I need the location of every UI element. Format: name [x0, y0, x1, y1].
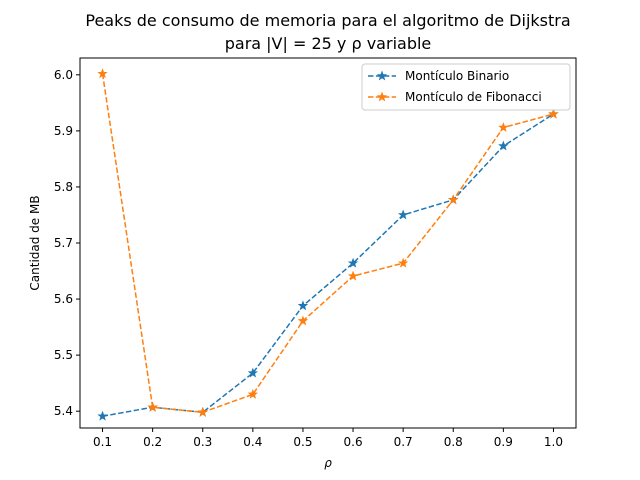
legend-box [361, 63, 571, 111]
series-2-point [548, 108, 559, 119]
legend-label-1: Montículo Binario [405, 69, 509, 83]
y-tick-label: 5.4 [54, 404, 73, 418]
series-layer [97, 68, 559, 421]
x-tick-label: 0.9 [494, 435, 513, 449]
chart-title-line-2: para |V| = 25 y ρ variable [225, 34, 432, 53]
series-2-point [498, 122, 509, 132]
x-tick-label: 0.7 [394, 435, 413, 449]
plot-area [79, 57, 577, 429]
series-2-point [197, 406, 208, 417]
legend: Montículo Binario Montículo de Fibonacci [361, 63, 571, 111]
y-tick-label: 6.0 [54, 68, 73, 82]
chart-title-line-1: Peaks de consumo de memoria para el algo… [85, 11, 570, 30]
legend-marker-2 [376, 91, 388, 102]
series-1-point [347, 257, 359, 268]
series-2-point [247, 388, 259, 399]
series-2-point [448, 194, 459, 205]
series-line-1 [102, 113, 554, 417]
y-axis-ticks: 5.4 5.5 5.6 5.7 5.8 5.9 6.0 [54, 68, 80, 418]
series-1-point [297, 300, 309, 311]
y-tick-label: 5.5 [54, 348, 73, 362]
x-tick-label: 0.1 [93, 435, 112, 449]
legend-label-2: Montículo de Fibonacci [405, 90, 542, 104]
series-2-point [97, 68, 108, 79]
y-axis-label: Cantidad de MB [28, 195, 42, 290]
x-tick-label: 0.2 [143, 435, 162, 449]
x-tick-label: 0.6 [344, 435, 363, 449]
x-tick-label: 1.0 [544, 435, 563, 449]
y-tick-label: 5.9 [54, 124, 73, 138]
series-1-point [498, 140, 509, 151]
x-axis-label: ρ [324, 456, 332, 470]
series-2-point [397, 257, 409, 268]
x-tick-label: 0.8 [444, 435, 463, 449]
x-tick-label: 0.3 [193, 435, 212, 449]
axes-frame [79, 57, 577, 429]
y-tick-label: 5.8 [54, 180, 73, 194]
y-tick-label: 5.7 [54, 236, 73, 250]
series-2-point [347, 270, 359, 281]
x-axis-ticks: 0.1 0.2 0.3 0.4 0.5 0.6 0.7 0.8 0.9 1.0 [93, 428, 563, 449]
series-2-point [147, 401, 158, 412]
series-1-point [247, 367, 259, 378]
series-1-point [97, 410, 108, 421]
x-tick-label: 0.5 [293, 435, 312, 449]
x-tick-label: 0.4 [243, 435, 262, 449]
series-2-point [297, 315, 309, 326]
series-line-2 [101, 73, 554, 414]
legend-marker-1 [376, 70, 388, 81]
series-1-point [397, 209, 409, 220]
y-tick-label: 5.6 [54, 292, 73, 306]
